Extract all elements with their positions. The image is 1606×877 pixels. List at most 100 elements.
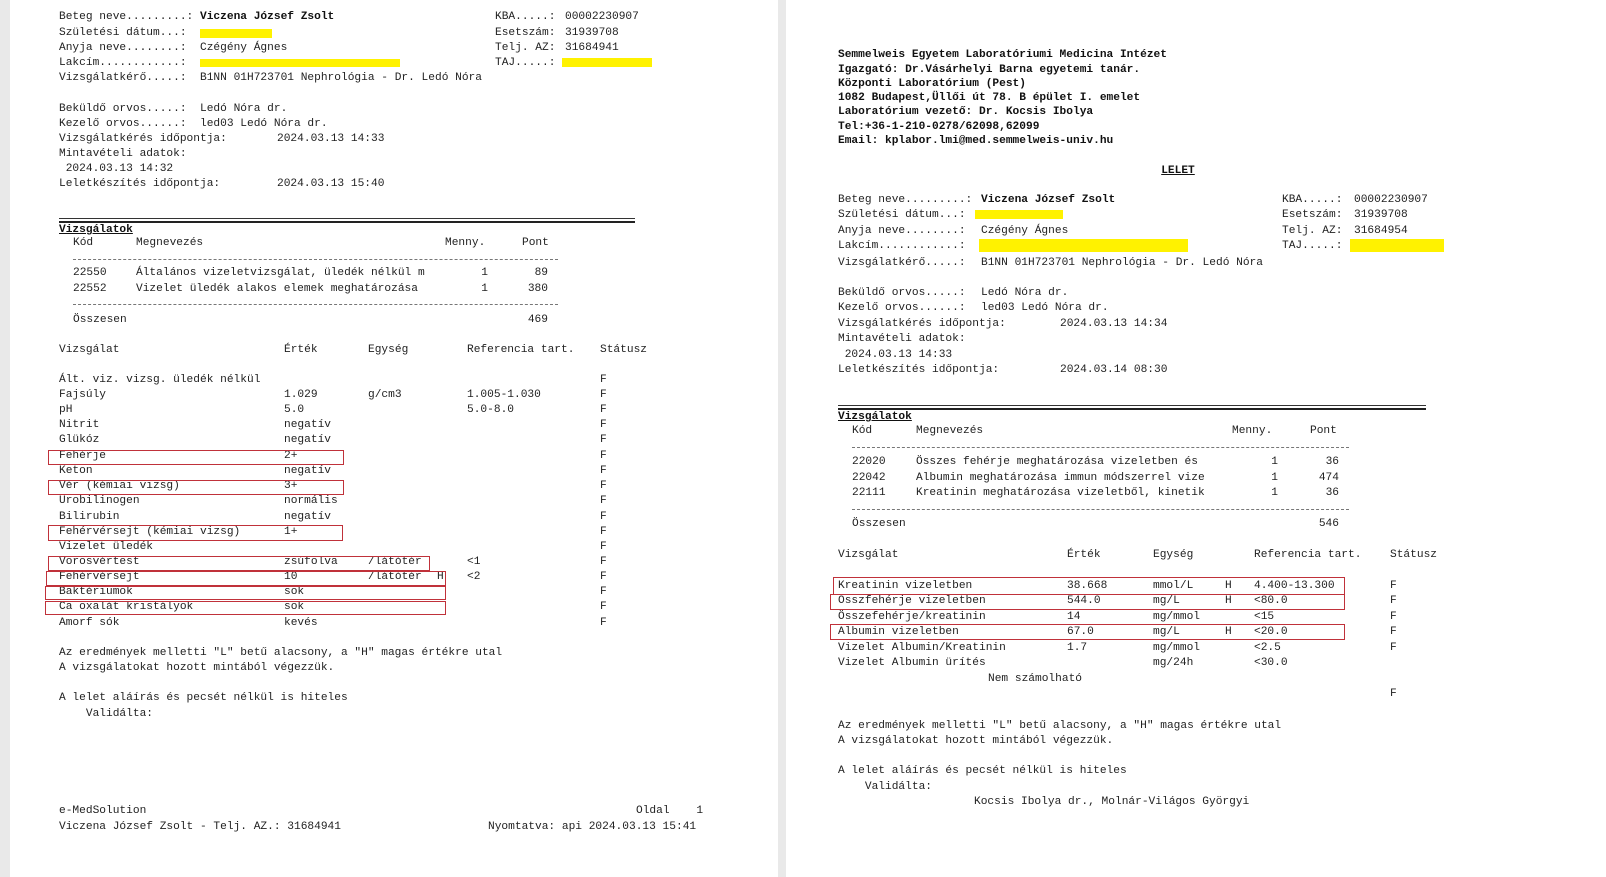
result-reference: <2.5 [1254, 642, 1281, 654]
result-status: F [1390, 595, 1397, 607]
results-header-status: Státusz [1390, 549, 1437, 561]
result-value: 3+ [284, 480, 298, 492]
result-status: F [600, 511, 607, 523]
results-header-ref: Referencia tart. [467, 344, 575, 356]
result-status: F [600, 404, 607, 416]
test-code: 22550 [73, 267, 107, 279]
field-label: Mintavételi adatok: [838, 333, 966, 345]
column-header-qty: Menny. [1232, 425, 1273, 437]
result-reference: <1 [467, 556, 481, 568]
column-header-code: Kód [73, 237, 94, 249]
results-header-test: Vizsgálat [838, 549, 899, 561]
result-test-name: Amorf sók [59, 617, 120, 629]
id-value: 00002230907 [565, 11, 639, 23]
footnote: Az eredmények melletti "L" betű alacsony… [59, 647, 503, 659]
field-label: Beküldő orvos.....: [838, 287, 966, 299]
result-value: 67.0 [1067, 626, 1094, 638]
institution-header-line: 1082 Budapest,Üllői út 78. B épület I. e… [838, 92, 1141, 104]
result-status: F [600, 586, 607, 598]
result-value: 1.029 [284, 389, 318, 401]
result-status: F [1390, 688, 1397, 700]
test-name: Albumin meghatározása immun módszerrel v… [916, 472, 1205, 484]
footnote: Validálta: [59, 708, 153, 720]
result-status: F [600, 541, 607, 553]
result-value: normális [284, 495, 338, 507]
institution-header-line: Semmelweis Egyetem Laboratóriumi Medicin… [838, 49, 1167, 61]
column-header-name: Megnevezés [916, 425, 984, 437]
id-value: 31684954 [1354, 225, 1408, 237]
result-status: F [600, 465, 607, 477]
results-header-test: Vizsgálat [59, 344, 120, 356]
field-label: Születési dátum...: [59, 27, 187, 39]
footnote: A vizsgálatokat hozott mintából végezzük… [59, 662, 335, 674]
right-lab-report-page [786, 0, 1606, 877]
double-rule [59, 218, 635, 223]
result-unit: mmol/L [1153, 580, 1194, 592]
test-code: 22111 [852, 487, 886, 499]
result-status: F [600, 495, 607, 507]
id-label: KBA.....: [495, 11, 556, 23]
result-status: F [1390, 642, 1397, 654]
result-test-name: Vér (kémiai vizsg) [59, 480, 180, 492]
results-header-unit: Egység [1153, 549, 1194, 561]
result-test-name: Kreatinin vizeletben [838, 580, 973, 592]
id-value: 31939708 [1354, 209, 1408, 221]
result-status: F [600, 419, 607, 431]
results-header-status: Státusz [600, 344, 647, 356]
footer-patient-line: Viczena József Zsolt - Telj. AZ.: 316849… [59, 821, 341, 833]
result-status: F [600, 571, 607, 583]
result-value: 5.0 [284, 404, 305, 416]
highlight-box [45, 586, 446, 600]
field-label: 2024.03.13 14:32 [59, 163, 174, 175]
test-qty: 1 [1271, 472, 1278, 484]
result-unit: mg/mmol [1153, 611, 1200, 623]
institution-header-line: Központi Laboratórium (Pest) [838, 78, 1026, 90]
result-value: 10 [284, 571, 298, 583]
result-test-name: pH [59, 404, 73, 416]
highlight-box [45, 601, 446, 615]
id-label: Esetszám: [495, 27, 556, 39]
id-label: Telj. AZ: [495, 42, 556, 54]
id-label: TAJ.....: [495, 57, 556, 69]
result-test-name: Urobilinogen [59, 495, 140, 507]
test-points: 36 [1325, 456, 1339, 468]
field-label: Vizsgálatkérés időpontja: [59, 133, 227, 145]
result-test-name: Ca oxalát kristályok [59, 601, 194, 613]
field-label: Leletkészítés időpontja: [59, 178, 221, 190]
column-header-points: Pont [522, 237, 549, 249]
test-code: 22552 [73, 283, 107, 295]
test-points: 89 [534, 267, 548, 279]
institution-header-line: Email: kplabor.lmi@med.semmelweis-univ.h… [838, 135, 1114, 147]
total-points: 469 [527, 314, 548, 326]
result-value: negatív [284, 434, 331, 446]
footer-printed-timestamp: Nyomtatva: api 2024.03.13 15:41 [488, 821, 697, 833]
field-value: 2024.03.13 14:33 [277, 133, 385, 145]
field-label: Kezelő orvos......: [59, 118, 187, 130]
dashed-rule [73, 304, 558, 305]
field-label: Beküldő orvos.....: [59, 103, 187, 115]
result-value: zsúfolva [284, 556, 338, 568]
result-reference: 5.0-8.0 [467, 404, 514, 416]
column-header-name: Megnevezés [136, 237, 204, 249]
id-label: Telj. AZ: [1282, 225, 1343, 237]
field-label: Lakcím............: [838, 240, 966, 252]
redaction-mark [975, 210, 1063, 219]
result-status: F [600, 601, 607, 613]
result-status: F [600, 556, 607, 568]
highlight-box [46, 571, 446, 586]
result-test-name: Összefehérje/kreatinin [838, 611, 986, 623]
institution-header-line: Laboratórium vezető: Dr. Kocsis Ibolya [838, 106, 1094, 118]
result-unit: /látótér [368, 571, 422, 583]
field-value: Ledó Nóra dr. [981, 287, 1069, 299]
result-unit: mg/L [1153, 595, 1180, 607]
redaction-mark [200, 29, 272, 38]
result-test-name: Albumin vizeletben [838, 626, 959, 638]
section-title-vizsgalatok: Vizsgálatok [838, 411, 912, 423]
highlight-box [830, 624, 1345, 640]
highlight-box [48, 480, 344, 495]
footnote: Validálta: [838, 781, 932, 793]
report-title-lelet: LELET [1161, 165, 1195, 177]
field-value: 2024.03.14 08:30 [1060, 364, 1168, 376]
dashed-rule [73, 259, 558, 260]
result-value: sok [284, 601, 305, 613]
